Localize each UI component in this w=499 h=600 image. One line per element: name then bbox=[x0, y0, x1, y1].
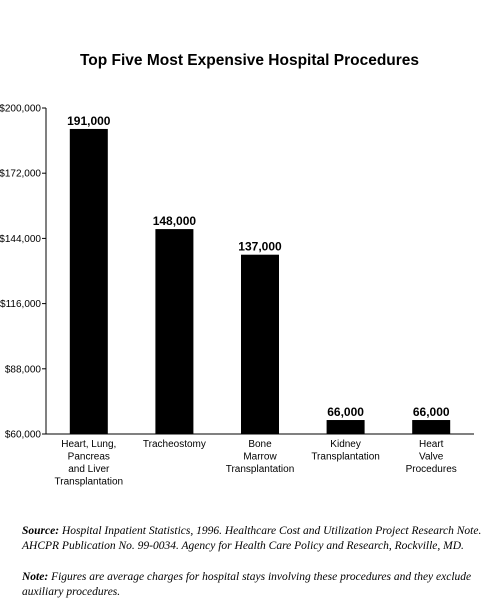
bar-value-label: 137,000 bbox=[238, 240, 282, 254]
y-tick-label: $144,000 bbox=[0, 234, 41, 245]
bar bbox=[155, 229, 194, 434]
note-text: Figures are average charges for hospital… bbox=[22, 571, 472, 598]
source-label: Source: bbox=[22, 525, 60, 537]
x-category-label: Tracheostomy bbox=[143, 439, 206, 450]
bar-chart: $60,000 $88,000 $116,000 $144,000 $172,000 $2… bbox=[0, 104, 474, 488]
bar-value-label: 148,000 bbox=[153, 214, 197, 228]
footnote: Note: Figures are average charges for ho… bbox=[22, 570, 499, 600]
source-note: Source: Hospital Inpatient Statistics, 1… bbox=[22, 524, 499, 554]
labels: $60,000 $88,000 $116,000 $144,000 $172,000 $2… bbox=[0, 104, 457, 488]
bar bbox=[69, 128, 108, 434]
bar-value-label: 66,000 bbox=[413, 405, 450, 419]
y-tick-label: $200,000 bbox=[0, 104, 41, 115]
bar-value-label: 66,000 bbox=[327, 405, 364, 419]
y-tick-label: $60,000 bbox=[5, 430, 42, 441]
bar bbox=[241, 254, 279, 434]
source-text: Hospital Inpatient Statistics, 1996. Hea… bbox=[22, 525, 482, 552]
x-category-label: Kidney Transplantation bbox=[311, 439, 380, 463]
bar bbox=[412, 420, 451, 434]
bar-value-label: 191,000 bbox=[67, 114, 111, 128]
bars bbox=[69, 128, 451, 434]
y-tick-label: $88,000 bbox=[5, 364, 42, 375]
note-label: Note: bbox=[22, 571, 49, 583]
x-category-label: Bone Marrow Transplantation bbox=[226, 439, 295, 475]
y-tick-label: $172,000 bbox=[0, 169, 41, 180]
y-tick-label: $116,000 bbox=[0, 299, 41, 310]
chart-title: Top Five Most Expensive Hospital Procedu… bbox=[79, 52, 420, 69]
bar bbox=[326, 420, 365, 434]
x-category-label: Heart, Lung, Pancreas and Liver Transplanta… bbox=[55, 439, 124, 488]
x-category-label: Heart Valve Procedures bbox=[406, 439, 457, 475]
